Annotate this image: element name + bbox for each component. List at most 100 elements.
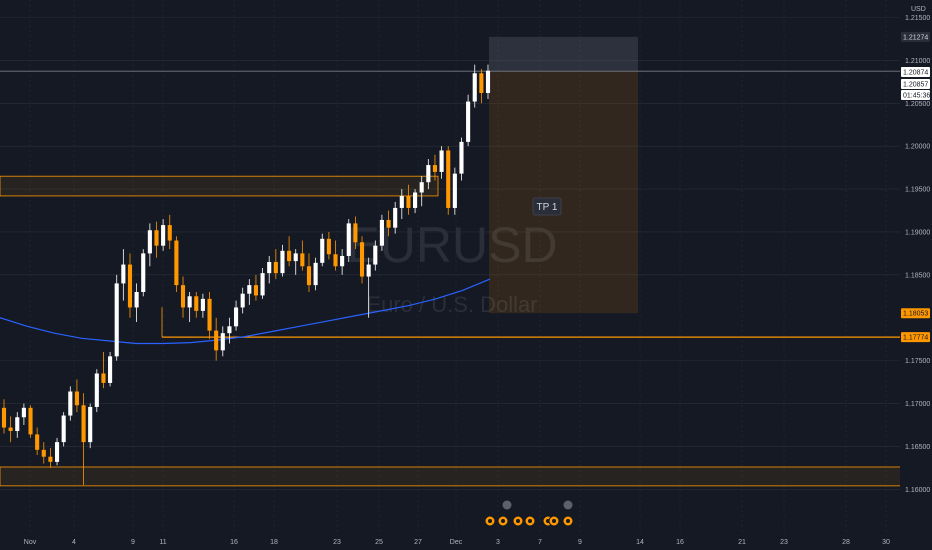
candle-body	[373, 245, 378, 265]
time-tick-label: 27	[414, 539, 422, 546]
candle	[114, 274, 119, 361]
candle	[15, 412, 20, 438]
horizontal-levels[interactable]	[0, 70, 900, 338]
candle-body	[147, 230, 152, 254]
candle	[94, 369, 99, 413]
candle-body	[326, 238, 331, 255]
candlestick-series	[1, 64, 491, 486]
candle-body	[88, 406, 93, 443]
candle-body	[452, 173, 457, 208]
price-badge-bg	[901, 332, 930, 343]
candle	[207, 292, 212, 340]
event-icon[interactable]	[562, 499, 574, 511]
candle-body	[419, 182, 424, 193]
candle	[101, 352, 106, 389]
candle-body	[393, 207, 398, 228]
candle-body	[466, 101, 471, 142]
candle-body	[167, 225, 172, 241]
candle	[88, 403, 93, 449]
candle-body	[439, 150, 444, 172]
price-tick-label: 1.21000	[905, 58, 930, 65]
event-icon[interactable]	[484, 515, 496, 527]
candle-body	[121, 264, 126, 284]
candle	[81, 393, 86, 486]
candle	[220, 326, 225, 357]
candle	[240, 287, 245, 314]
price-tick-label: 1.16000	[905, 487, 930, 494]
short-position-tool[interactable]: TP 1	[489, 36, 638, 314]
candle-body	[54, 442, 60, 462]
take-profit-area[interactable]	[489, 71, 638, 314]
candle-body	[127, 264, 133, 308]
time-tick-label: 9	[131, 539, 135, 546]
candle-body	[141, 253, 146, 293]
candle	[466, 94, 471, 147]
candle	[280, 244, 285, 277]
price-tick-label: 1.17500	[905, 358, 930, 365]
candle	[161, 219, 166, 251]
candle-body	[366, 264, 371, 277]
supply-demand-zones[interactable]	[0, 175, 903, 487]
candle-body	[280, 250, 285, 274]
candle	[333, 240, 338, 271]
candle-body	[432, 165, 438, 172]
zone-box[interactable]	[0, 175, 439, 197]
event-icon[interactable]	[497, 515, 509, 527]
candle-body	[207, 298, 212, 331]
candle-body	[200, 298, 205, 311]
candle	[399, 189, 404, 220]
event-flag-icon	[562, 499, 574, 511]
candle-body	[28, 407, 33, 435]
candle	[267, 255, 272, 284]
event-icon[interactable]	[548, 515, 560, 527]
time-tick-label: 9	[578, 539, 582, 546]
candle	[187, 292, 192, 323]
time-tick-label: 14	[636, 539, 644, 546]
price-tick-label: 1.19000	[905, 229, 930, 236]
zone-box[interactable]	[0, 466, 903, 487]
candle	[233, 300, 239, 331]
time-tick-label: Dec	[450, 539, 463, 546]
candle-body	[134, 292, 139, 308]
price-badge-label: 1.20857	[903, 82, 928, 89]
candle	[121, 249, 126, 301]
candle	[359, 236, 365, 284]
event-icon[interactable]	[524, 515, 536, 527]
price-tick-label: 1.19500	[905, 187, 930, 194]
candle-body	[194, 296, 199, 311]
price-badge-bg	[901, 67, 930, 77]
candle-body	[220, 333, 225, 351]
candle-body	[413, 192, 418, 208]
candle-body	[287, 250, 292, 262]
event-icon[interactable]	[562, 515, 574, 527]
time-axis[interactable]: Nov 4 9 11 16 18 23 25 27 Dec 3 7 9 14 16 21 23 28 30	[0, 534, 932, 550]
candle	[413, 189, 418, 214]
candle-body	[48, 456, 53, 462]
candle	[419, 176, 424, 207]
candle-body	[61, 415, 66, 443]
candle	[293, 249, 298, 275]
price-axis[interactable]: USD 1.21500 1.21000 1.20500 1.20000 1.19500 1…	[900, 0, 932, 534]
time-tick-label: 16	[676, 539, 684, 546]
time-tick-label: 4	[72, 539, 76, 546]
event-icon[interactable]	[501, 499, 513, 511]
candle	[379, 214, 384, 251]
candle-body	[233, 307, 239, 327]
candle-body	[154, 230, 159, 246]
candle	[54, 437, 60, 466]
stop-loss-area[interactable]	[489, 36, 638, 72]
time-tick-label: 30	[882, 539, 890, 546]
candle-body	[273, 261, 278, 274]
price-tick-label: 1.17000	[905, 401, 930, 408]
candle-body	[1, 407, 7, 428]
candle	[247, 279, 252, 305]
price-badge-label: 1.20874	[903, 70, 928, 77]
candle	[108, 352, 113, 387]
event-icon[interactable]	[512, 515, 524, 527]
candle-body	[214, 330, 219, 351]
event-dot-icon	[552, 519, 556, 523]
candle-body	[333, 254, 338, 267]
economic-events[interactable]	[484, 499, 574, 527]
